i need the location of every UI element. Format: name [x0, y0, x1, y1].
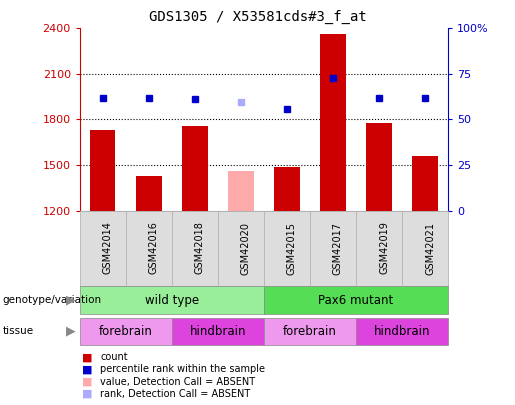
Text: forebrain: forebrain — [99, 325, 153, 338]
Text: percentile rank within the sample: percentile rank within the sample — [100, 364, 265, 374]
Text: GDS1305 / X53581cds#3_f_at: GDS1305 / X53581cds#3_f_at — [149, 10, 366, 24]
Text: Pax6 mutant: Pax6 mutant — [318, 294, 393, 307]
Text: GSM42015: GSM42015 — [287, 222, 297, 275]
Text: ■: ■ — [82, 352, 93, 362]
Text: wild type: wild type — [145, 294, 199, 307]
Text: GSM42016: GSM42016 — [149, 222, 159, 275]
Bar — [320, 34, 346, 211]
Text: genotype/variation: genotype/variation — [3, 295, 101, 305]
Text: count: count — [100, 352, 128, 362]
Text: hindbrain: hindbrain — [374, 325, 430, 338]
Bar — [413, 156, 438, 211]
Text: GSM42014: GSM42014 — [103, 222, 113, 275]
Text: ▶: ▶ — [66, 325, 75, 338]
Bar — [366, 122, 392, 211]
Bar — [90, 130, 115, 211]
Text: GSM42017: GSM42017 — [333, 222, 343, 275]
Text: value, Detection Call = ABSENT: value, Detection Call = ABSENT — [100, 377, 255, 386]
Text: hindbrain: hindbrain — [190, 325, 246, 338]
Bar — [228, 171, 253, 211]
Text: GSM42018: GSM42018 — [195, 222, 205, 275]
Text: ■: ■ — [82, 389, 93, 399]
Bar — [136, 176, 162, 211]
Text: GSM42019: GSM42019 — [379, 222, 389, 275]
Bar — [274, 166, 300, 211]
Bar — [182, 126, 208, 211]
Text: ■: ■ — [82, 364, 93, 374]
Text: GSM42021: GSM42021 — [425, 222, 435, 275]
Text: rank, Detection Call = ABSENT: rank, Detection Call = ABSENT — [100, 389, 251, 399]
Text: ▶: ▶ — [66, 294, 75, 307]
Text: forebrain: forebrain — [283, 325, 337, 338]
Text: tissue: tissue — [3, 326, 33, 336]
Text: ■: ■ — [82, 377, 93, 386]
Text: GSM42020: GSM42020 — [241, 222, 251, 275]
